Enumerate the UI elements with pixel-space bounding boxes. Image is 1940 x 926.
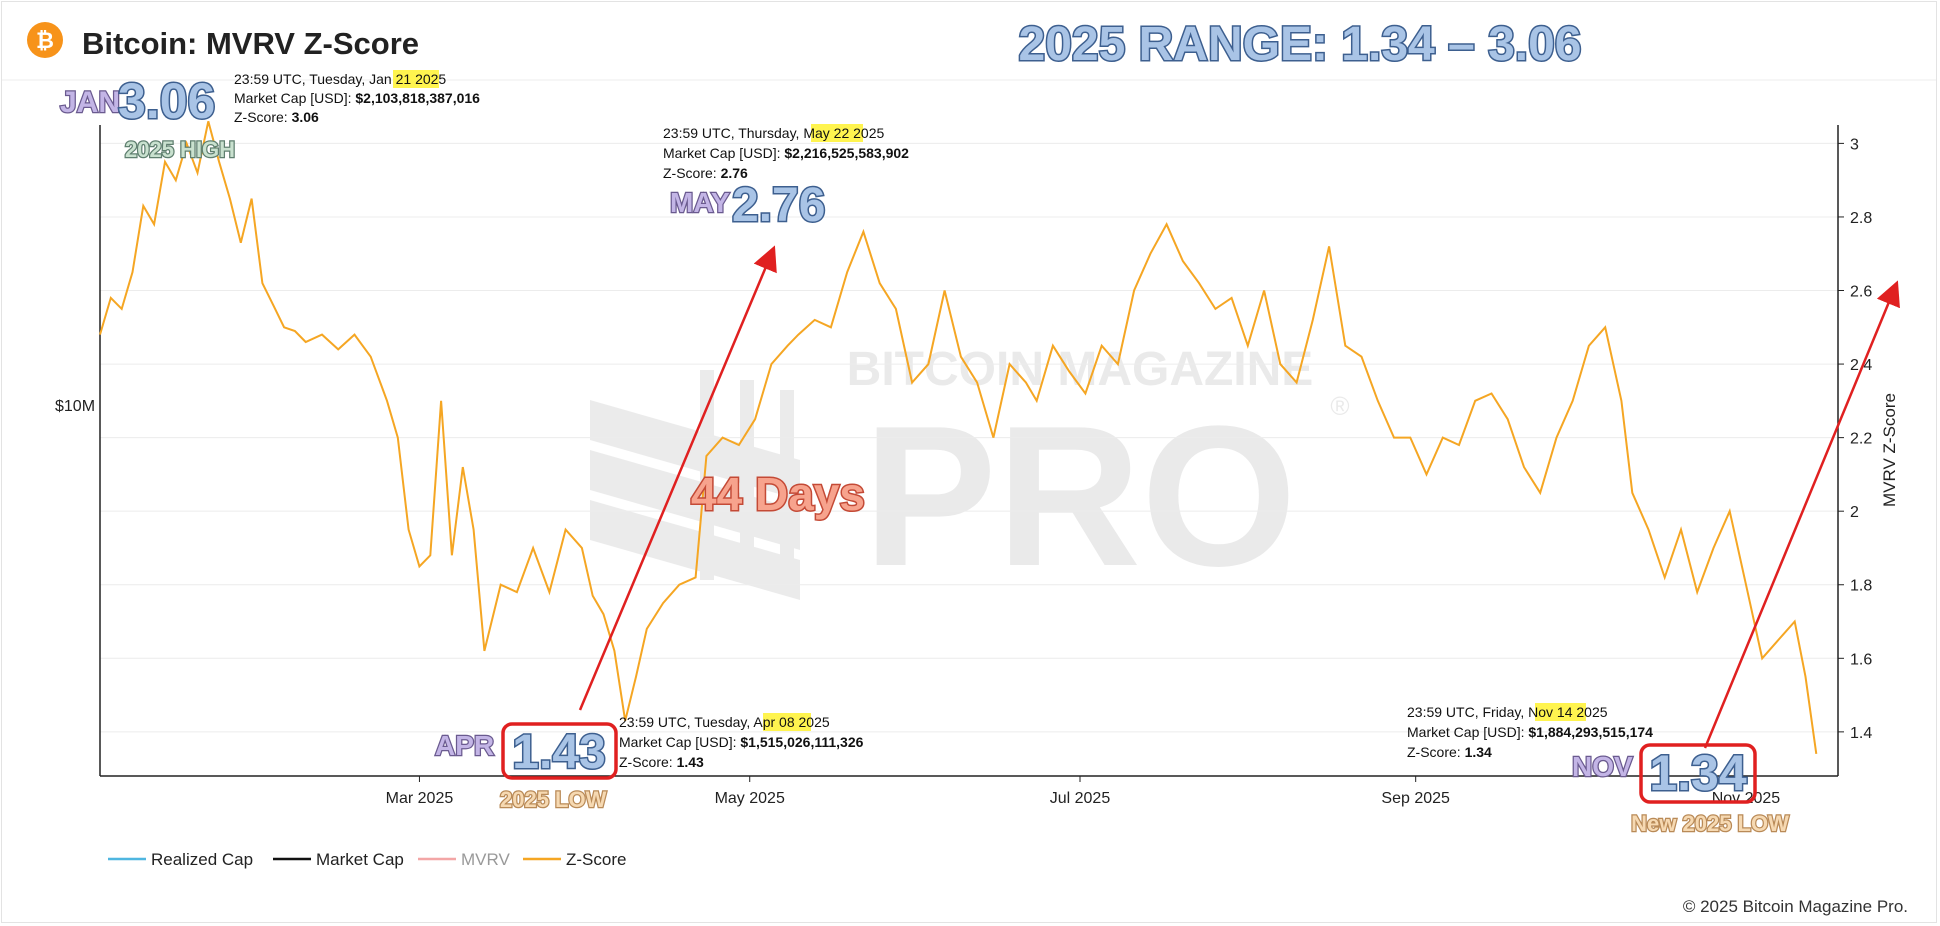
may-date-highlight xyxy=(811,124,863,142)
nov-info-z: Z-Score: 1.34 xyxy=(1407,744,1492,760)
y-tick-label: 1.8 xyxy=(1850,578,1872,595)
nov-tag-label: New 2025 LOW xyxy=(1631,811,1789,836)
may-info-z: Z-Score: 2.76 xyxy=(663,165,748,181)
nov-highlight-box xyxy=(1639,743,1757,804)
right-axis-title: MVRV Z-Score xyxy=(1880,393,1899,507)
annotation-may: 23:59 UTC, Thursday, May 22 2025 Market … xyxy=(663,124,909,234)
arrow-nov-up xyxy=(1703,280,1900,749)
x-tick-label: Jul 2025 xyxy=(1050,790,1111,807)
apr-info-line1: 23:59 UTC, Tuesday, Apr 08 2025 xyxy=(619,714,830,730)
range-headline: 2025 RANGE: 1.34 – 3.06 xyxy=(1019,18,1582,71)
y-tick-label: 2.4 xyxy=(1850,357,1872,374)
nov-info-line1: 23:59 UTC, Friday, Nov 14 2025 xyxy=(1407,704,1608,720)
nov-value-label: 1.34 xyxy=(1649,745,1747,801)
bitcoin-logo-icon xyxy=(27,22,63,58)
annotation-jan: JAN 3.06 2025 HIGH 23:59 UTC, Tuesday, J… xyxy=(59,70,480,163)
annotation-nov: 23:59 UTC, Friday, Nov 14 2025 Market Ca… xyxy=(1407,703,1790,837)
trend-arrows: 44 Days xyxy=(578,245,1900,749)
may-info-line1: 23:59 UTC, Thursday, May 22 2025 xyxy=(663,125,884,141)
days-label: 44 Days xyxy=(691,468,865,520)
annotation-apr: APR 1.43 2025 LOW 23:59 UTC, Tuesday, Ap… xyxy=(434,713,864,813)
may-value-label: 2.76 xyxy=(732,179,825,232)
left-axis-label: $10M xyxy=(55,398,95,415)
nov-month-label: NOV xyxy=(1572,751,1633,782)
apr-tag-label: 2025 LOW xyxy=(500,787,607,812)
bitcoin-logo-glyph: ₿ xyxy=(36,28,54,53)
y-tick-label: 2.2 xyxy=(1850,431,1872,448)
chart-title: Bitcoin: MVRV Z-Score xyxy=(82,26,419,61)
legend-item-label[interactable]: MVRV xyxy=(461,850,510,869)
nov-date-highlight xyxy=(1535,703,1586,721)
x-tick-label: Sep 2025 xyxy=(1381,790,1450,807)
y-tick-label: 1.4 xyxy=(1850,725,1872,742)
apr-info-cap: Market Cap [USD]: $1,515,026,111,326 xyxy=(619,734,864,750)
x-tick-label: May 2025 xyxy=(715,790,785,807)
apr-value-label: 1.43 xyxy=(512,726,605,779)
y-tick-labels: 3 2.8 2.6 2.4 2.2 2 1.8 1.6 1.4 xyxy=(1838,136,1872,742)
y-tick-label: 1.6 xyxy=(1850,651,1872,668)
may-info-cap: Market Cap [USD]: $2,216,525,583,902 xyxy=(663,145,909,161)
y-tick-label: 2.8 xyxy=(1850,210,1872,227)
y-tick-label: 2.6 xyxy=(1850,284,1872,301)
arrow-apr-to-may xyxy=(578,245,777,711)
apr-highlight-box xyxy=(501,722,618,780)
legend-item-label[interactable]: Market Cap xyxy=(316,850,404,869)
x-tick-labels: Mar 2025 May 2025 Jul 2025 Sep 2025 Nov 2025 xyxy=(386,776,1780,807)
header: ₿ Bitcoin: MVRV Z-Score 2025 RANGE: 1.34… xyxy=(2,17,1936,81)
z-score-series-line xyxy=(99,121,1818,755)
y-tick-label: 3 xyxy=(1850,136,1859,153)
copyright: © 2025 Bitcoin Magazine Pro. xyxy=(1683,897,1908,916)
apr-info-z: Z-Score: 1.43 xyxy=(619,754,704,770)
apr-month-label: APR xyxy=(435,730,494,761)
legend: Realized Cap Market Cap MVRV Z-Score xyxy=(108,850,626,869)
jan-tag-label: 2025 HIGH xyxy=(125,137,235,162)
x-tick-label: Mar 2025 xyxy=(386,790,454,807)
watermark-registered: ® xyxy=(1330,391,1349,421)
gridlines xyxy=(100,142,1838,733)
plot-area: $10M MVRV Z-Score 3 2.8 2.6 2.4 2.2 2 1.8 1.6 1.… xyxy=(55,121,1899,807)
jan-value-label: 3.06 xyxy=(118,73,215,129)
jan-info-cap: Market Cap [USD]: $2,103,818,387,016 xyxy=(234,90,480,106)
may-month-label: MAY xyxy=(670,187,730,218)
watermark-mark-icon xyxy=(590,370,800,600)
watermark-line2: PRO xyxy=(863,385,1296,608)
legend-item-label[interactable]: Z-Score xyxy=(566,850,626,869)
y-tick-label: 2 xyxy=(1850,504,1859,521)
jan-info-line1: 23:59 UTC, Tuesday, Jan 21 2025 xyxy=(234,71,446,87)
jan-date-highlight xyxy=(393,70,439,88)
legend-item-label[interactable]: Realized Cap xyxy=(151,850,253,869)
jan-info-z: Z-Score: 3.06 xyxy=(234,109,319,125)
nov-info-cap: Market Cap [USD]: $1,884,293,515,174 xyxy=(1407,724,1653,740)
apr-date-highlight xyxy=(763,713,811,731)
jan-month-label: JAN xyxy=(60,86,120,119)
